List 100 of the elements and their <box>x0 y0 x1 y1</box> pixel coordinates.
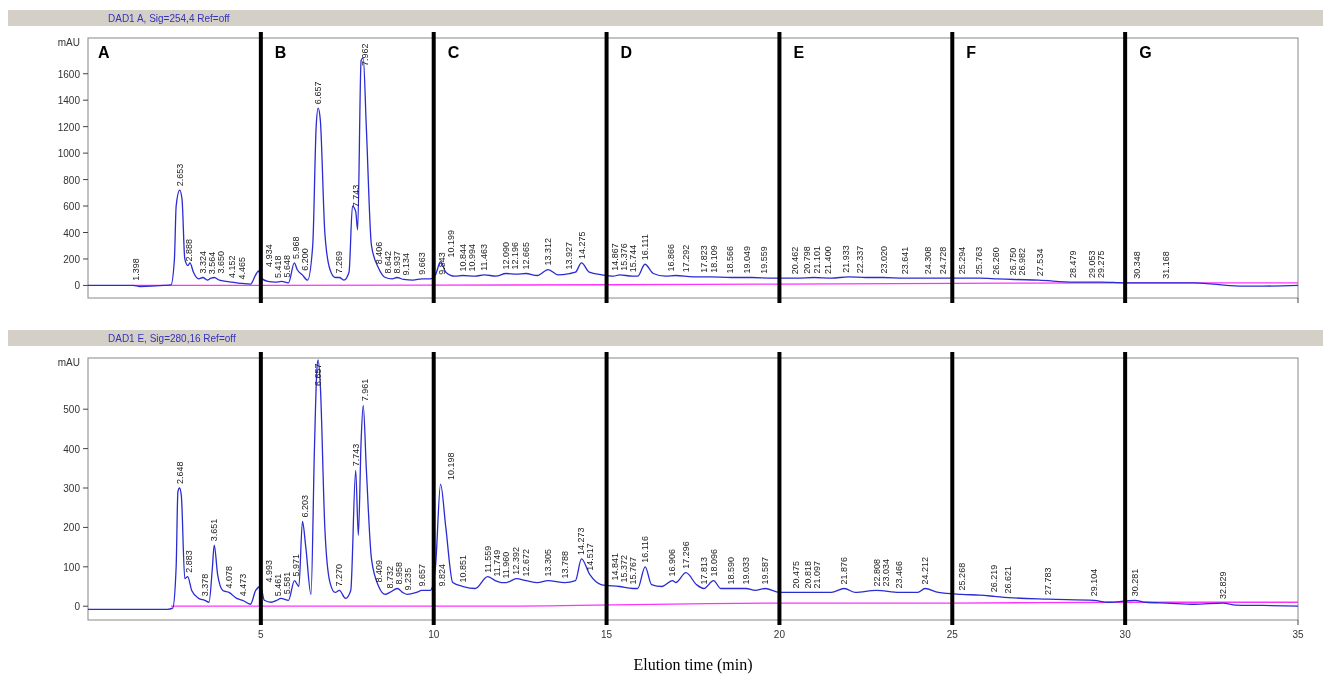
annotation: 16.906 <box>667 549 678 577</box>
y-tick-label: 1000 <box>57 148 81 160</box>
annotation: 30.348 <box>1132 251 1143 279</box>
annotation: 25.268 <box>956 562 967 591</box>
chart-title: DAD1 E, Sig=280,16 Ref=off <box>108 333 236 344</box>
annotation: 26.219 <box>989 564 1000 593</box>
annotation: 4.473 <box>237 573 248 597</box>
annotation: 20.818 <box>802 560 813 589</box>
annotation: 5.971 <box>290 554 301 577</box>
annotation: 4.934 <box>263 244 274 267</box>
annotation: 23.034 <box>880 558 891 587</box>
annotation: 30.281 <box>1129 568 1140 597</box>
y-tick-label: 1400 <box>57 95 81 107</box>
annotation: 20.462 <box>790 246 801 275</box>
annotation: 21.097 <box>812 560 823 589</box>
annotation: 17.292 <box>680 244 691 273</box>
annotation: 4.993 <box>263 559 274 583</box>
annotation: 8.958 <box>393 561 404 585</box>
x-axis-title: Elution time (min) <box>633 656 753 674</box>
y-axis-title: mAU <box>57 37 80 48</box>
annotation: 12.196 <box>509 241 520 270</box>
annotation: 26.621 <box>1003 566 1014 594</box>
ref-line-label: D <box>620 44 633 61</box>
annotation: 21.400 <box>822 246 833 274</box>
annotation: 23.466 <box>894 560 905 589</box>
x-tick-label: 15 <box>601 629 613 640</box>
annotation: 12.392 <box>511 547 522 575</box>
x-tick-label: 10 <box>428 629 440 640</box>
annotation: 9.235 <box>402 567 413 591</box>
annotation: 10.844 <box>457 243 468 272</box>
annotation: 4.078 <box>223 565 234 589</box>
annotation: 4.465 <box>237 256 248 280</box>
annotation: 7.743 <box>350 184 361 208</box>
annotation: 17.296 <box>680 541 691 569</box>
annotation: 7.269 <box>334 250 345 274</box>
annotation: 12.672 <box>521 549 532 577</box>
y-tick-label: 1600 <box>57 68 81 80</box>
y-tick-label: 200 <box>63 522 81 534</box>
y-tick-label: 600 <box>63 201 81 213</box>
annotation: 19.033 <box>741 556 751 585</box>
y-tick-label: 800 <box>63 174 81 186</box>
annotation: 20.798 <box>802 246 813 274</box>
annotation: 24.308 <box>923 246 934 275</box>
annotation: 13.305 <box>542 549 553 577</box>
annotation: 10.851 <box>458 554 469 583</box>
annotation: 9.134 <box>400 252 411 276</box>
annotation: 8.409 <box>373 559 384 583</box>
annotation: 31.168 <box>1160 251 1171 279</box>
annotation: 27.783 <box>1043 567 1054 596</box>
annotation: 19.049 <box>741 245 752 274</box>
annotation: 10.198 <box>445 452 456 481</box>
annotation: 9.657 <box>416 563 427 587</box>
annotation: 27.534 <box>1034 248 1045 277</box>
annotation: 9.824 <box>436 563 447 587</box>
annotation: 29.104 <box>1089 568 1100 597</box>
annotation: 29.275 <box>1096 250 1107 279</box>
annotation: 14.841 <box>609 553 620 581</box>
annotation: 4.152 <box>226 255 237 279</box>
y-tick-label: 1200 <box>57 121 81 133</box>
ref-line-label: E <box>793 44 805 61</box>
annotation: 16.111 <box>639 234 650 261</box>
annotation: 2.648 <box>174 461 185 485</box>
annotation: 13.312 <box>543 238 554 266</box>
annotation: 13.788 <box>559 551 570 579</box>
annotation: 26.260 <box>990 247 1001 275</box>
annotation: 10.994 <box>466 243 477 272</box>
annotation: 3.324 <box>197 250 208 274</box>
annotation: 12.665 <box>520 241 531 270</box>
annotation: 13.927 <box>564 241 575 270</box>
annotation: 1.398 <box>131 258 142 281</box>
annotation: 5.648 <box>281 254 292 278</box>
annotation: 7.962 <box>359 43 370 66</box>
annotation: 15.376 <box>618 243 629 271</box>
annotation: 32.829 <box>1217 571 1228 600</box>
ref-line-label: C <box>447 44 460 61</box>
chart-title: DAD1 A, Sig=254,4 Ref=off <box>108 13 230 24</box>
y-tick-label: 100 <box>63 561 81 573</box>
annotation: 6.657 <box>313 81 324 105</box>
annotation: 21.933 <box>841 245 852 273</box>
annotation: 11.463 <box>479 243 490 271</box>
annotation: 7.270 <box>334 563 345 587</box>
annotation: 16.116 <box>640 535 651 563</box>
annotation: 19.559 <box>759 246 770 274</box>
annotation: 19.587 <box>760 556 771 585</box>
annotation: 17.813 <box>698 556 709 585</box>
annotation: 18.590 <box>725 556 736 585</box>
annotation: 3.651 <box>209 518 220 542</box>
annotation: 20.475 <box>790 560 801 589</box>
y-axis-title: mAU <box>57 357 80 368</box>
annotation: 2.883 <box>183 550 194 573</box>
annotation: 3.564 <box>206 251 217 275</box>
annotation: 23.641 <box>900 246 911 275</box>
annotation: 7.961 <box>359 378 370 402</box>
annotation: 22.337 <box>855 245 866 274</box>
ref-line-label: B <box>274 44 287 61</box>
annotation: 8.937 <box>391 250 402 274</box>
x-tick-label: 25 <box>946 629 959 640</box>
annotation: 24.728 <box>937 246 948 275</box>
ref-line-label: F <box>966 44 977 61</box>
ref-line-label: G <box>1139 44 1152 61</box>
